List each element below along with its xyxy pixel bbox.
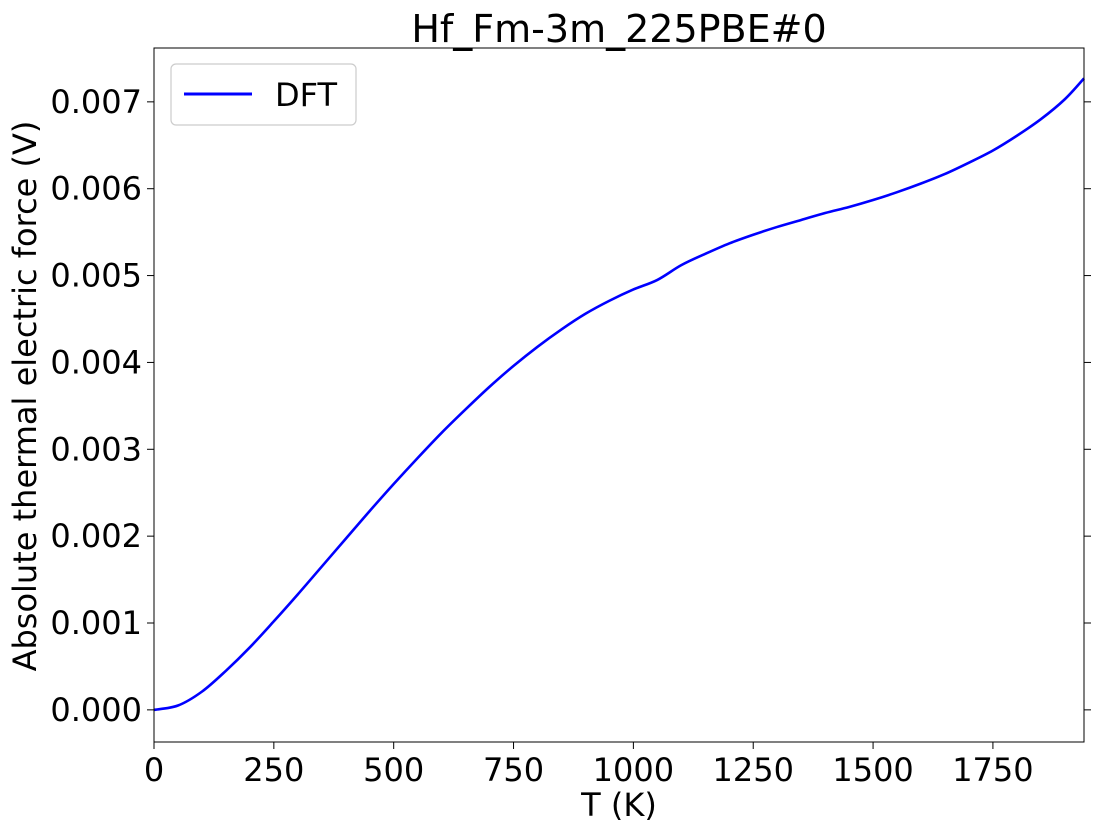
x-tick-label: 1750 <box>952 751 1033 789</box>
chart-title: Hf_Fm-3m_225PBE#0 <box>411 7 826 51</box>
y-tick-label: 0.006 <box>50 170 142 208</box>
series-line-dft <box>153 77 1085 712</box>
x-tick-label: 500 <box>363 751 424 789</box>
plot-frame <box>153 47 1085 743</box>
y-tick-label: 0.000 <box>50 691 142 729</box>
x-axis-label: T (K) <box>580 786 657 824</box>
series-lines <box>153 77 1085 712</box>
x-tick-label: 1000 <box>593 751 674 789</box>
y-tick-label: 0.007 <box>50 83 142 121</box>
y-tick-label: 0.005 <box>50 257 142 295</box>
legend: DFT <box>170 63 357 126</box>
x-tick-label: 750 <box>483 751 544 789</box>
y-tick-label: 0.001 <box>50 604 142 642</box>
x-tick-label: 250 <box>243 751 304 789</box>
x-tick-label: 1500 <box>832 751 913 789</box>
y-tick-label: 0.004 <box>50 343 142 381</box>
x-tick-label: 0 <box>144 751 164 789</box>
y-tick-label: 0.002 <box>50 517 142 555</box>
axes-ticks: 0 250 500 750 1000 1250 1500 1750 0.000 0.001 0.00… <box>50 83 1091 789</box>
x-tick-label: 1250 <box>713 751 794 789</box>
legend-label-dft: DFT <box>275 76 337 114</box>
y-axis-label: Absolute thermal electric force (V) <box>6 121 44 672</box>
legend-box <box>170 63 357 126</box>
y-tick-label: 0.003 <box>50 430 142 468</box>
